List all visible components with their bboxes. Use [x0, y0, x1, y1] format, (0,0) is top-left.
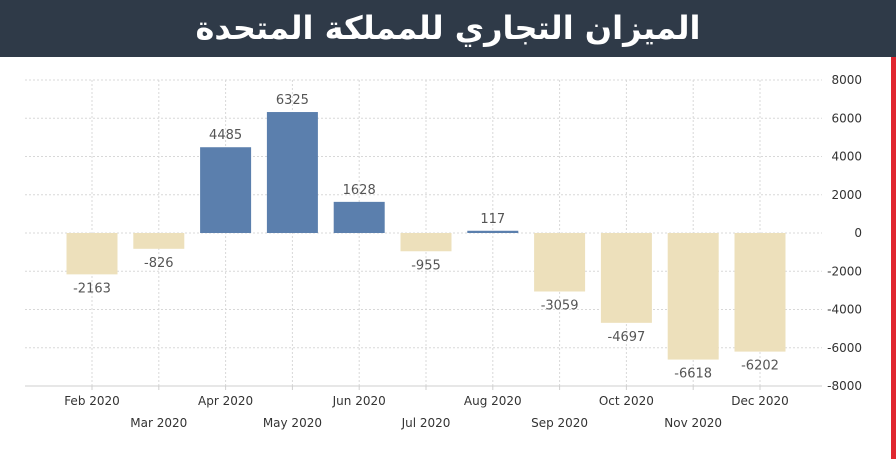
- bars: [66, 112, 786, 360]
- x-tick-label: Nov 2020: [664, 416, 722, 430]
- data-label: -2163: [73, 281, 111, 296]
- y-tick-label: 6000: [831, 111, 862, 125]
- x-axis: Feb 2020 Mar 2020 Apr 2020 May 2020 Jun 2020…: [25, 385, 822, 430]
- y-axis: 8000 6000 4000 2000 0 -2000 -4000 -6000 -8000: [827, 73, 862, 393]
- y-tick-label: 2000: [831, 188, 862, 202]
- y-tick-label: -4000: [827, 303, 862, 317]
- bar: [600, 233, 652, 323]
- bar: [66, 233, 118, 275]
- data-label: -826: [144, 256, 174, 271]
- y-tick-label: 4000: [831, 150, 862, 164]
- x-tick-label: Aug 2020: [464, 394, 522, 408]
- x-tick-label: Jul 2020: [401, 416, 451, 430]
- bar: [200, 147, 252, 233]
- data-labels: -2163 -826 4485 6325 1628 -955 117 -3059 -4697 -6…: [73, 93, 779, 382]
- data-label: 1628: [343, 183, 376, 198]
- data-label: -6618: [674, 367, 712, 382]
- bar: [400, 233, 452, 252]
- data-label: -3059: [541, 299, 579, 314]
- x-tick-label: Sep 2020: [531, 416, 588, 430]
- bar: [133, 233, 185, 249]
- data-label: 4485: [209, 128, 242, 143]
- x-tick-label: Oct 2020: [599, 394, 654, 408]
- y-tick-label: -2000: [827, 264, 862, 278]
- x-tick-label: Mar 2020: [130, 416, 187, 430]
- data-label: 6325: [276, 93, 309, 108]
- x-tick-label: Dec 2020: [731, 394, 789, 408]
- y-tick-label: 0: [854, 226, 862, 240]
- title-banner: الميزان التجاري للمملكة المتحدة: [0, 0, 896, 57]
- data-label: 117: [480, 212, 505, 227]
- x-tick-label: Jun 2020: [332, 394, 386, 408]
- bar: [333, 201, 385, 233]
- accent-stripe: [891, 57, 896, 459]
- x-tick-label: May 2020: [263, 416, 322, 430]
- bar: [534, 233, 586, 292]
- data-label: -6202: [741, 359, 779, 374]
- bar: [467, 230, 519, 233]
- bar: [734, 233, 786, 352]
- x-tick-label: Feb 2020: [64, 394, 120, 408]
- x-tick-label: Apr 2020: [198, 394, 253, 408]
- y-tick-label: -8000: [827, 379, 862, 393]
- bar: [266, 112, 318, 233]
- data-label: -955: [411, 258, 441, 273]
- y-tick-label: -6000: [827, 341, 862, 355]
- chart-title: الميزان التجاري للمملكة المتحدة: [195, 9, 701, 47]
- y-tick-label: 8000: [831, 73, 862, 87]
- bar: [667, 233, 719, 360]
- data-label: -4697: [608, 330, 646, 345]
